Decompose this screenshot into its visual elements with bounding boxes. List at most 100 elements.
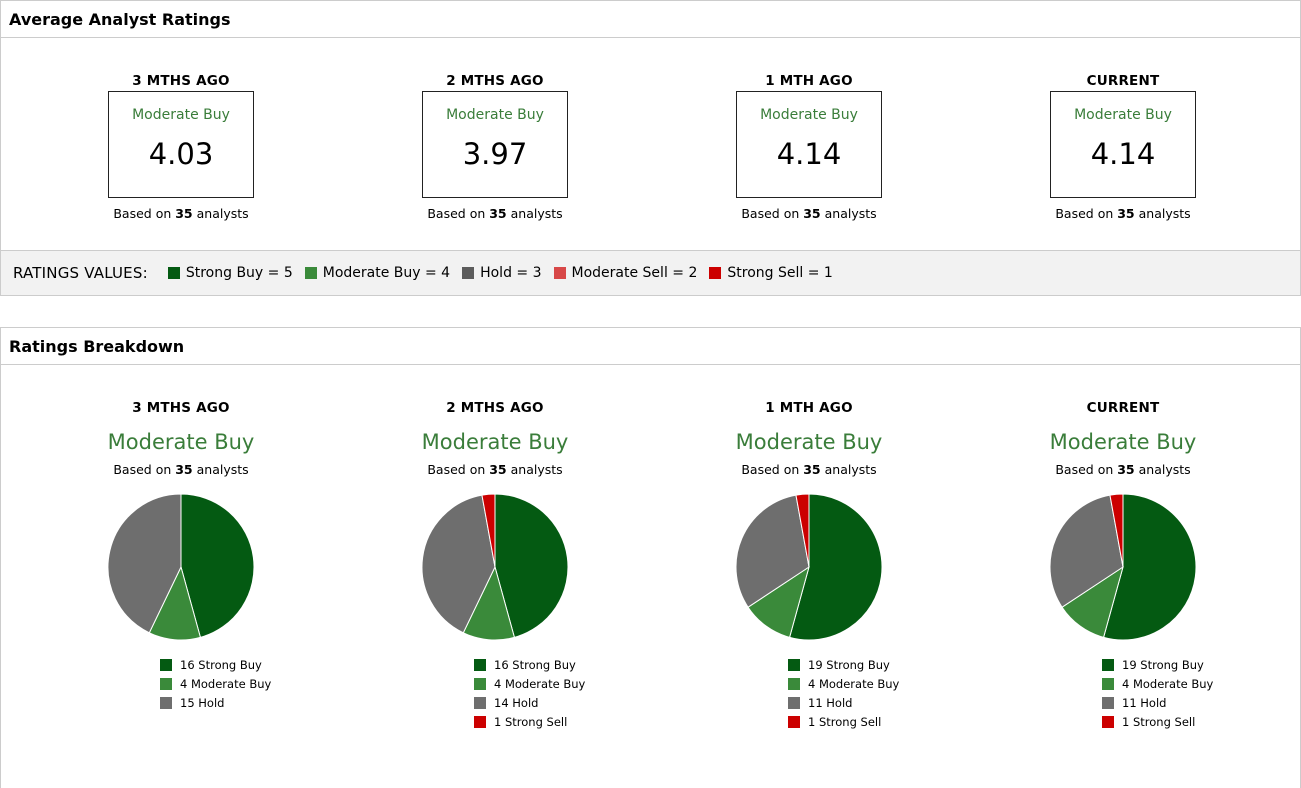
pie-legend-item: 19 Strong Buy — [1102, 655, 1273, 674]
legend-item-strong-buy: Strong Buy = 5 — [167, 265, 293, 281]
analyst-count: 35 — [489, 206, 507, 221]
pie-legend-label: 1 Strong Sell — [1122, 714, 1196, 729]
analyst-count-text: Based on 35 analysts — [741, 206, 877, 221]
consensus-label: Moderate Buy — [421, 430, 569, 454]
pie-legend-label: 19 Strong Buy — [808, 657, 890, 672]
rating-label: Moderate Buy — [1074, 107, 1172, 123]
pie-legend-item: 4 Moderate Buy — [474, 674, 645, 693]
pie-slice-strong-sell[interactable] — [1109, 493, 1124, 568]
pie-legend-item: 4 Moderate Buy — [160, 674, 331, 693]
legend-swatch — [160, 677, 172, 690]
pie-legend-label: 1 Strong Sell — [808, 714, 882, 729]
rating-value: 4.14 — [1090, 137, 1156, 171]
legend-swatch — [474, 677, 486, 690]
period-label: 2 MTHS AGO — [446, 73, 544, 89]
pie-slice-hold[interactable] — [421, 494, 496, 634]
analyst-count-text: Based on 35 analysts — [1055, 206, 1191, 221]
pie-legend-label: 1 Strong Sell — [494, 714, 568, 729]
pie-legend-item: 11 Hold — [1102, 693, 1273, 712]
analyst-count: 35 — [803, 206, 821, 221]
analyst-count: 35 — [175, 462, 193, 477]
breakdown-column: 2 MTHS AGO Moderate Buy Based on 35 analys… — [345, 400, 645, 731]
legend-swatch — [709, 267, 722, 279]
pie-legend-label: 16 Strong Buy — [494, 657, 576, 672]
legend-swatch — [474, 715, 486, 728]
legend-item-moderate-sell: Moderate Sell = 2 — [553, 265, 697, 281]
legend-swatch — [167, 267, 180, 279]
avg-column: 2 MTHS AGO Moderate Buy 3.97 Based on 35… — [345, 73, 645, 221]
analyst-count-text: Based on 35 analysts — [427, 462, 563, 477]
pie-legend-item: 1 Strong Sell — [1102, 712, 1273, 731]
breakdown-column: CURRENT Moderate Buy Based on 35 analysts 1… — [973, 400, 1273, 731]
pie-slice-hold[interactable] — [735, 494, 810, 608]
pie-slice-strong-buy[interactable] — [788, 493, 883, 641]
panel-title: Average Analyst Ratings — [1, 1, 1300, 38]
pie-legend-item: 15 Hold — [160, 693, 331, 712]
rating-value: 4.14 — [776, 137, 842, 171]
pie-legend: 19 Strong Buy 4 Moderate Buy 11 Hold 1 Stro… — [788, 655, 959, 731]
pie-legend-label: 19 Strong Buy — [1122, 657, 1204, 672]
pie-slice-hold[interactable] — [107, 493, 182, 634]
rating-label: Moderate Buy — [760, 107, 858, 123]
pie-slice-strong-buy[interactable] — [494, 493, 569, 638]
legend-swatch — [788, 677, 800, 690]
rating-box: Moderate Buy 4.03 — [108, 91, 254, 198]
pie-slice-strong-sell[interactable] — [481, 493, 496, 568]
pie-chart — [421, 493, 569, 641]
legend-swatch — [788, 715, 800, 728]
avg-column: CURRENT Moderate Buy 4.14 Based on 35 an… — [973, 73, 1273, 221]
pie-legend-label: 15 Hold — [180, 695, 225, 710]
analyst-count-text: Based on 35 analysts — [1055, 462, 1191, 477]
legend-swatch — [304, 267, 317, 279]
period-label: 1 MTH AGO — [765, 73, 853, 89]
analyst-count: 35 — [489, 462, 507, 477]
period-label: 2 MTHS AGO — [446, 400, 544, 416]
rating-label: Moderate Buy — [132, 107, 230, 123]
legend-swatch — [474, 696, 486, 709]
pie-legend-item: 16 Strong Buy — [160, 655, 331, 674]
legend-swatch — [788, 658, 800, 671]
pie-legend-item: 11 Hold — [788, 693, 959, 712]
legend-swatch — [160, 658, 172, 671]
period-label: 3 MTHS AGO — [132, 400, 230, 416]
pie-legend: 16 Strong Buy 4 Moderate Buy 14 Hold 1 Stro… — [474, 655, 645, 731]
analyst-count-text: Based on 35 analysts — [113, 206, 249, 221]
legend-swatch — [1102, 677, 1114, 690]
analyst-count: 35 — [1117, 462, 1135, 477]
legend-title: RATINGS VALUES: — [13, 264, 148, 282]
pie-legend-item: 19 Strong Buy — [788, 655, 959, 674]
pie-legend-item: 4 Moderate Buy — [788, 674, 959, 693]
pie-legend: 16 Strong Buy 4 Moderate Buy 15 Hold — [160, 655, 331, 712]
analyst-count-text: Based on 35 analysts — [427, 206, 563, 221]
pie-legend-label: 4 Moderate Buy — [808, 676, 900, 691]
pie-legend-label: 16 Strong Buy — [180, 657, 262, 672]
analyst-count: 35 — [803, 462, 821, 477]
legend-item-strong-sell: Strong Sell = 1 — [709, 265, 833, 281]
pie-legend-label: 4 Moderate Buy — [1122, 676, 1214, 691]
pie-slice-strong-sell[interactable] — [795, 493, 810, 568]
panel-title: Ratings Breakdown — [1, 328, 1300, 365]
pie-slice-hold[interactable] — [1049, 494, 1124, 608]
pie-legend-item: 16 Strong Buy — [474, 655, 645, 674]
pie-chart — [735, 493, 883, 641]
rating-value: 4.03 — [148, 137, 214, 171]
legend-swatch — [1102, 658, 1114, 671]
rating-box: Moderate Buy 3.97 — [422, 91, 568, 198]
analyst-count: 35 — [175, 206, 193, 221]
legend-swatch — [788, 696, 800, 709]
legend-item-hold: Hold = 3 — [462, 265, 542, 281]
pie-legend-label: 14 Hold — [494, 695, 539, 710]
period-label: CURRENT — [1086, 400, 1160, 416]
avg-column: 3 MTHS AGO Moderate Buy 4.03 Based on 35… — [31, 73, 331, 221]
consensus-label: Moderate Buy — [735, 430, 883, 454]
pie-slice-strong-buy[interactable] — [180, 493, 255, 638]
legend-swatch — [1102, 715, 1114, 728]
rating-box: Moderate Buy 4.14 — [1050, 91, 1196, 198]
breakdown-column: 1 MTH AGO Moderate Buy Based on 35 analyst… — [659, 400, 959, 731]
rating-box: Moderate Buy 4.14 — [736, 91, 882, 198]
pie-legend-label: 4 Moderate Buy — [180, 676, 272, 691]
period-label: 3 MTHS AGO — [132, 73, 230, 89]
breakdown-column: 3 MTHS AGO Moderate Buy Based on 35 analys… — [31, 400, 331, 712]
pie-legend-label: 11 Hold — [808, 695, 853, 710]
pie-slice-strong-buy[interactable] — [1102, 493, 1197, 641]
